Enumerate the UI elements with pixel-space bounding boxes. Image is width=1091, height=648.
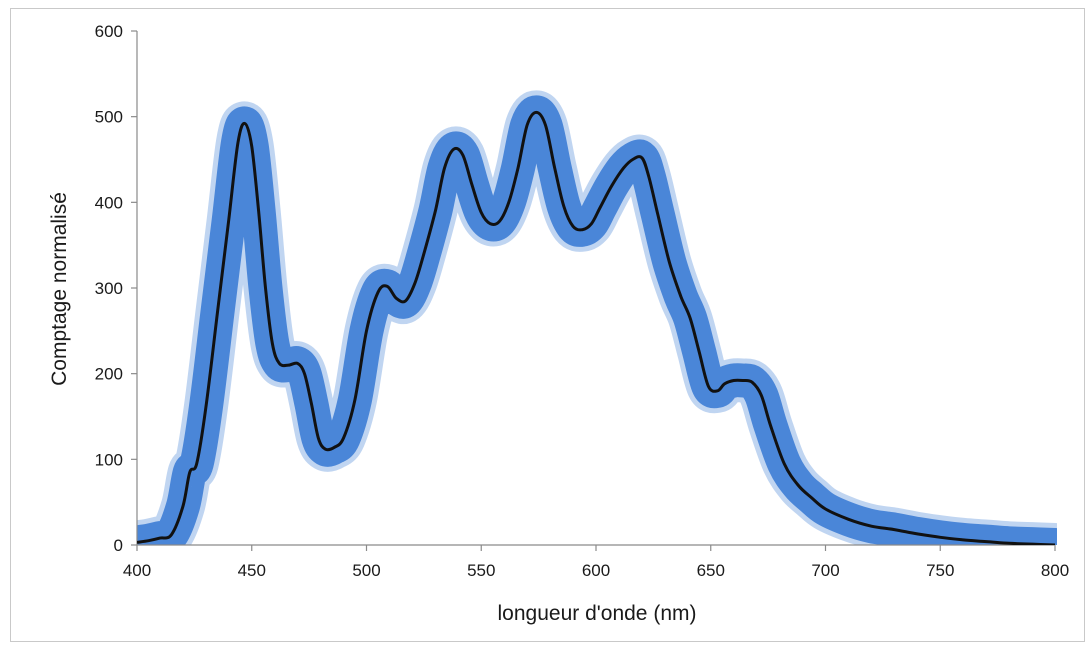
x-tick-label: 450 <box>238 561 266 580</box>
axes <box>131 30 1056 551</box>
x-tick-labels: 400 450 500 550 600 650 700 750 800 <box>123 561 1069 580</box>
y-tick-label: 200 <box>95 365 123 384</box>
x-tick-label: 550 <box>467 561 495 580</box>
x-tick-label: 400 <box>123 561 151 580</box>
y-tick-label: 400 <box>95 193 123 212</box>
x-axis-title: longueur d'onde (nm) <box>498 602 697 625</box>
x-tick-label: 750 <box>926 561 954 580</box>
y-tick-label: 0 <box>114 536 123 555</box>
spectrum-line-layer <box>137 110 1056 545</box>
x-tick-label: 800 <box>1041 561 1069 580</box>
x-tick-label: 600 <box>582 561 610 580</box>
y-tick-label: 300 <box>95 279 123 298</box>
y-tick-label: 500 <box>95 108 123 127</box>
x-tick-label: 700 <box>811 561 839 580</box>
y-tick-label: 600 <box>95 22 123 41</box>
x-tick-label: 650 <box>697 561 725 580</box>
y-axis-title: Comptage normalisé <box>48 192 71 386</box>
uncertainty-band <box>137 90 1057 545</box>
y-tick-labels: 0 100 200 300 400 500 600 <box>95 22 123 555</box>
x-tick-label: 500 <box>352 561 380 580</box>
spectrum-line <box>137 110 1056 545</box>
y-tick-label: 100 <box>95 450 123 469</box>
